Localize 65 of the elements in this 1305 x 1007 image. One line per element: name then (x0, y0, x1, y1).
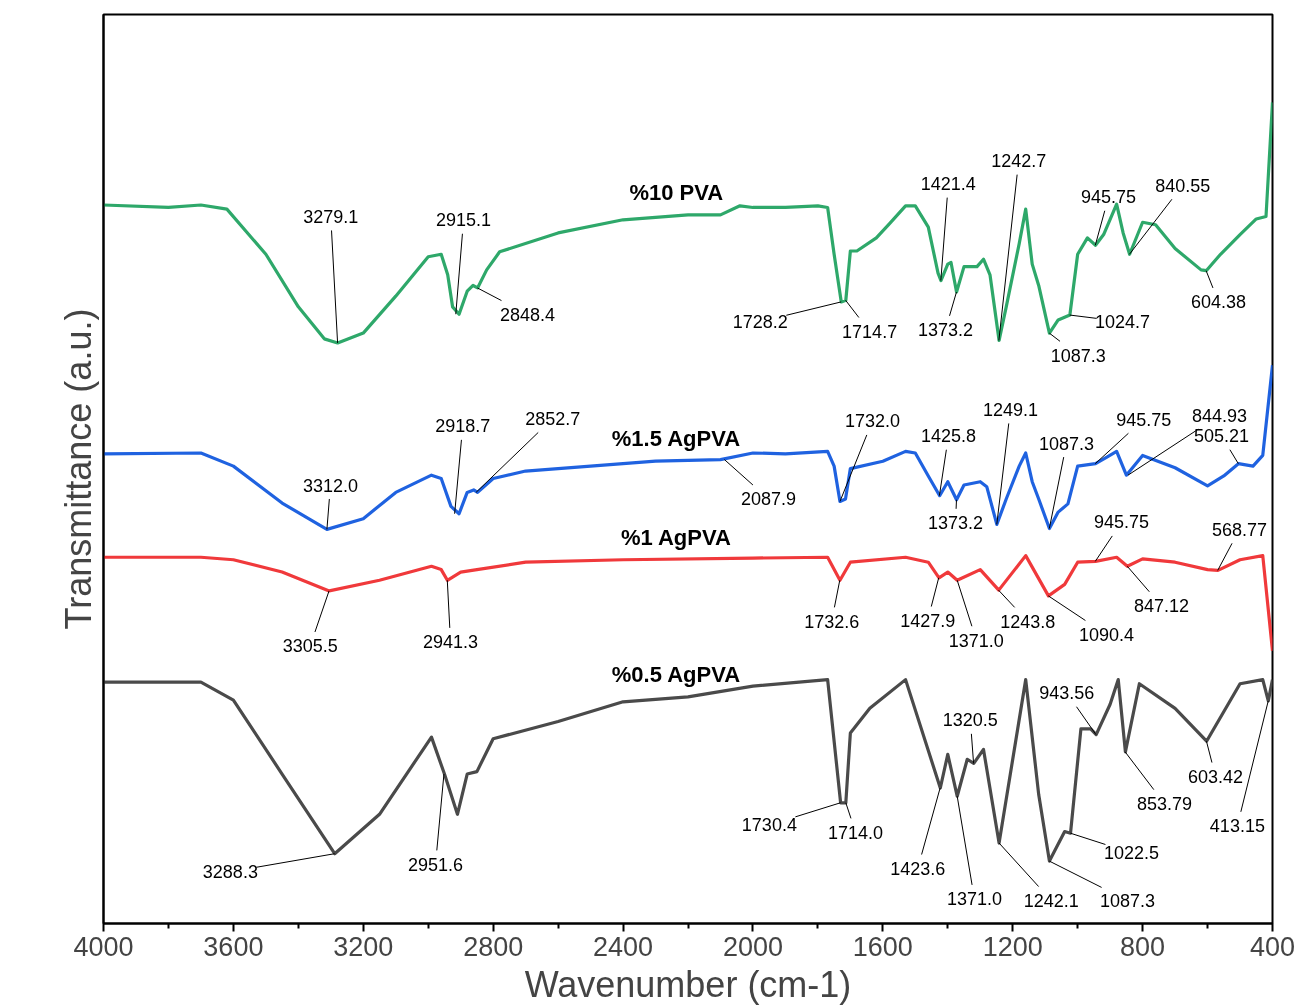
y-axis-title: Transmittance (a.u.) (57, 308, 99, 630)
annotation: 1249.1 (982, 399, 1038, 420)
annotation: 2087.9 (741, 489, 797, 510)
annotation: 1732.0 (844, 411, 900, 432)
annotation: 1371.0 (946, 889, 1002, 910)
x-tick-label: 1200 (982, 931, 1043, 962)
annotation: 840.55 (1155, 175, 1211, 196)
annotation: 1714.7 (842, 321, 898, 342)
x-tick-label: 3600 (203, 931, 264, 962)
x-tick-label: 2800 (463, 931, 524, 962)
annotation: 1423.6 (890, 858, 946, 879)
annotation: 1024.7 (1095, 312, 1151, 333)
annotation: 1022.5 (1103, 843, 1159, 864)
annotation: 2848.4 (499, 304, 555, 325)
annotation: 1242.1 (1023, 891, 1079, 912)
series-label: %10 PVA (629, 180, 724, 205)
series-label: %1 AgPVA (620, 524, 732, 550)
annotation: 945.75 (1081, 187, 1137, 208)
annotation: 945.75 (1116, 409, 1172, 430)
annotation: 1728.2 (732, 312, 788, 333)
annotation: 2951.6 (407, 854, 464, 875)
annotation: 1087.3 (1100, 891, 1156, 912)
annotation: 505.21 (1193, 426, 1249, 447)
annotation: 1730.4 (741, 815, 797, 836)
x-tick-label: 3200 (333, 931, 394, 962)
annotation: 1242.7 (991, 151, 1047, 172)
annotation: 2915.1 (436, 210, 492, 231)
x-tick-label: 2400 (593, 931, 654, 962)
annotation: 3279.1 (303, 207, 359, 227)
annotation: 568.77 (1211, 519, 1267, 540)
x-tick-label: 2000 (722, 931, 783, 962)
annotation: 3288.3 (202, 862, 258, 883)
annotation: 603.42 (1188, 767, 1244, 788)
annotation: 1371.0 (948, 630, 1004, 651)
series-label: %1.5 AgPVA (611, 426, 741, 452)
x-tick-label: 1600 (852, 931, 913, 962)
x-tick-label: 800 (1120, 931, 1166, 962)
annotation: 853.79 (1136, 794, 1192, 815)
annotation: 604.38 (1190, 292, 1247, 313)
annotation: 2941.3 (423, 632, 479, 653)
annotation: 3312.0 (302, 475, 359, 496)
x-tick-label: 4000 (73, 931, 134, 962)
annotation: 1087.3 (1050, 345, 1106, 366)
annotation: 1087.3 (1039, 433, 1095, 454)
annotation: 1373.2 (927, 513, 984, 534)
annotation: 2918.7 (435, 416, 491, 437)
annotation: 1732.6 (804, 611, 860, 632)
annotation: 844.93 (1192, 405, 1248, 426)
annotation: 1421.4 (920, 174, 976, 195)
annotation: 1714.0 (828, 822, 884, 843)
annotation: 1320.5 (942, 710, 998, 731)
series-label: %0.5 AgPVA (611, 662, 741, 688)
annotation: 413.15 (1209, 816, 1265, 837)
annotation: 1427.9 (900, 611, 956, 631)
x-axis-title: Wavenumber (cm-1) (524, 963, 852, 1005)
x-tick-label: 400 (1249, 931, 1296, 962)
annotation: 945.75 (1094, 512, 1150, 533)
annotation: 1090.4 (1078, 624, 1134, 645)
annotation: 943.56 (1039, 683, 1095, 704)
annotation: 847.12 (1133, 596, 1189, 617)
annotation: 1373.2 (917, 320, 973, 341)
annotation: 1243.8 (1000, 611, 1056, 632)
annotation: 1425.8 (920, 426, 977, 447)
annotation: 2852.7 (525, 409, 581, 429)
annotation: 3305.5 (282, 636, 338, 657)
